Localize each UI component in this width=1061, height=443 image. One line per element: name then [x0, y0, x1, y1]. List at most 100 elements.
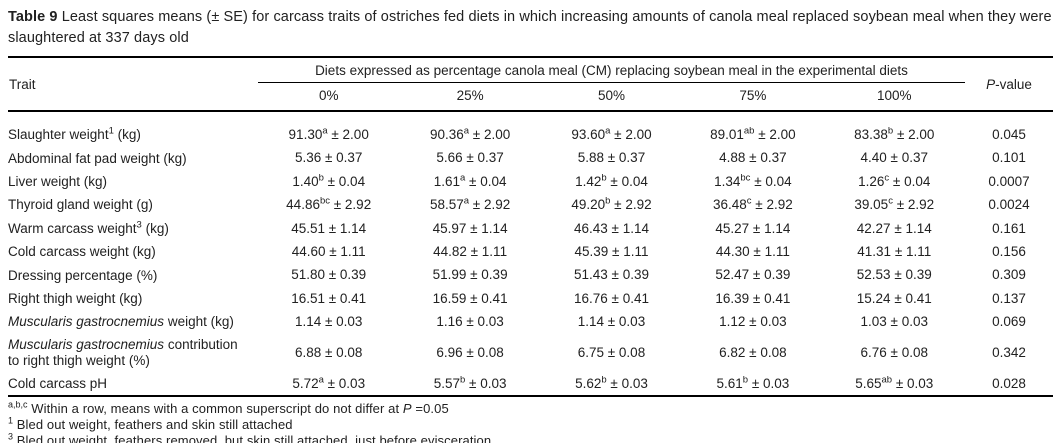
- mean-value: 4.40: [860, 150, 887, 166]
- mean-value: 49.20: [571, 197, 606, 213]
- mean-cell: 1.34bc ± 0.04: [714, 172, 792, 189]
- mean-cell: 93.60a ± 2.00: [571, 125, 652, 143]
- text-part: 1: [108, 125, 114, 137]
- mean-cell: 16.59 ± 0.41: [432, 290, 508, 306]
- mean-cell: 90.36a ± 2.00: [429, 125, 511, 143]
- table-header: Trait Diets expressed as percentage cano…: [8, 56, 1053, 112]
- mean-cell: 44.86bc ± 2.92: [286, 195, 372, 213]
- mean-cell: 6.75 ± 0.08: [577, 344, 646, 360]
- mean-value: 45.97: [432, 220, 467, 236]
- mean-cell: 39.05c ± 2.92: [854, 195, 935, 213]
- mean-cell: 16.76 ± 0.41: [573, 290, 649, 306]
- mean-cell: 6.96 ± 0.08: [436, 344, 504, 360]
- mean-value: 5.72: [292, 375, 319, 391]
- mean-cell: 52.47 ± 0.39: [715, 267, 791, 283]
- mean-cell: 5.61b ± 0.03: [716, 374, 790, 391]
- text-part: Cold carcass pH: [8, 375, 108, 391]
- mean-cell: 1.40b ± 0.04: [292, 172, 366, 189]
- significance-superscript: b: [887, 125, 894, 137]
- p-value-cell: 0.342: [992, 344, 1026, 360]
- p-value-cell: 0.069: [992, 314, 1026, 330]
- trait-cell: Slaughter weight1 (kg): [8, 111, 258, 147]
- text-part: Slaughter weight: [8, 127, 109, 143]
- mean-value: 1.34: [714, 173, 741, 189]
- table-row: Abdominal fat pad weight (kg) 5.36 ± 0.37…: [8, 147, 1053, 170]
- text-part: -value: [995, 76, 1032, 92]
- mean-value: 15.24: [856, 290, 891, 306]
- table-row: Cold carcass pH 5.72a ± 0.03 5.57b ± 0.03 5…: [8, 372, 1053, 396]
- mean-cell: 41.31 ± 1.11: [857, 243, 932, 259]
- significance-superscript: a: [463, 195, 470, 207]
- footnote: a,b,c Within a row, means with a common …: [8, 401, 1053, 417]
- mean-value: 1.14: [294, 314, 322, 330]
- mean-value: 51.99: [432, 267, 467, 283]
- significance-superscript: b: [601, 172, 607, 184]
- text-part: Liver weight (kg): [8, 174, 108, 190]
- text-part: Bled out weight, feathers removed, but s…: [13, 433, 492, 443]
- mean-value: 6.75: [577, 344, 605, 360]
- table-row: Liver weight (kg) 1.40b ± 0.04 1.61a ± 0.0…: [8, 170, 1053, 193]
- mean-value: 93.60: [571, 127, 606, 143]
- mean-cell: 89.01ab ± 2.00: [710, 125, 796, 143]
- text-part: P: [986, 76, 996, 92]
- diet-levels-row: 0% 25% 50% 75% 100%: [8, 83, 1053, 112]
- mean-value: 91.30: [288, 127, 323, 143]
- mean-cell: 1.61a ± 0.04: [433, 172, 507, 189]
- p-value-cell: 0.0024: [988, 197, 1030, 213]
- mean-value: 1.42: [575, 173, 602, 189]
- significance-superscript: ab: [743, 125, 755, 137]
- p-value-cell: 0.309: [992, 267, 1026, 283]
- p-value-cell: 0.028: [992, 375, 1026, 391]
- footnotes: a,b,c Within a row, means with a common …: [8, 401, 1053, 443]
- mean-cell: 1.26c ± 0.04: [858, 172, 931, 189]
- mean-cell: 52.53 ± 0.39: [856, 267, 932, 283]
- significance-superscript: c: [746, 195, 752, 207]
- mean-cell: 5.72a ± 0.03: [292, 374, 366, 391]
- mean-cell: 91.30a ± 2.00: [288, 125, 369, 143]
- mean-value: 16.59: [432, 290, 467, 306]
- trait-cell: Thyroid gland weight (g): [8, 194, 258, 217]
- mean-cell: 16.39 ± 0.41: [715, 290, 791, 306]
- mean-value: 44.30: [715, 243, 750, 259]
- text-part: Warm carcass weight: [8, 220, 137, 236]
- text-part: Muscularis gastrocnemius: [8, 337, 165, 353]
- mean-cell: 1.42b ± 0.04: [575, 172, 648, 189]
- mean-cell: 46.43 ± 1.14: [573, 220, 649, 236]
- text-part: Dressing percentage (%): [8, 267, 158, 283]
- text-part: a,b,c: [8, 400, 28, 411]
- mean-value: 39.05: [854, 197, 889, 213]
- mean-value: 16.39: [715, 290, 750, 306]
- table-row: Slaughter weight1 (kg) 91.30a ± 2.00 90.36…: [8, 111, 1053, 147]
- diet-level-header: 75%: [739, 88, 767, 104]
- mean-value: 51.43: [573, 267, 608, 283]
- mean-value: 6.76: [860, 344, 887, 360]
- mean-value: 1.14: [577, 314, 605, 330]
- mean-value: 6.96: [436, 344, 463, 360]
- text-part: Cold carcass weight (kg): [8, 244, 156, 260]
- mean-cell: 51.43 ± 0.39: [573, 267, 649, 283]
- table-row: Muscularis gastrocnemius weight (kg) 1.14…: [8, 310, 1053, 333]
- text-part: Thyroid gland weight (g): [8, 197, 153, 213]
- significance-superscript: ab: [881, 374, 893, 386]
- mean-value: 1.03: [860, 314, 887, 330]
- mean-cell: 42.27 ± 1.14: [856, 220, 932, 236]
- text-part: contribution to right thigh weight (%): [8, 337, 238, 368]
- text-part: 1: [8, 415, 14, 426]
- mean-cell: 1.14 ± 0.03: [577, 314, 646, 330]
- significance-superscript: a: [459, 172, 466, 184]
- mean-cell: 1.16 ± 0.03: [436, 314, 504, 330]
- mean-cell: 51.80 ± 0.39: [291, 267, 367, 283]
- mean-cell: 5.36 ± 0.37: [294, 150, 363, 166]
- text-part: Bled out weight, feathers and skin still…: [13, 417, 293, 433]
- significance-superscript: a: [318, 374, 324, 386]
- table-row: Thyroid gland weight (g) 44.86bc ± 2.92 58…: [8, 194, 1053, 217]
- trait-cell: Abdominal fat pad weight (kg): [8, 147, 258, 170]
- significance-superscript: a: [322, 125, 328, 137]
- mean-value: 5.88: [577, 150, 605, 166]
- mean-value: 16.76: [573, 290, 608, 306]
- text-part: (kg): [113, 127, 141, 143]
- mean-value: 16.51: [291, 290, 325, 306]
- text-part: weight (kg): [164, 314, 234, 330]
- mean-cell: 51.99 ± 0.39: [432, 267, 508, 283]
- p-value-cell: 0.161: [992, 220, 1026, 236]
